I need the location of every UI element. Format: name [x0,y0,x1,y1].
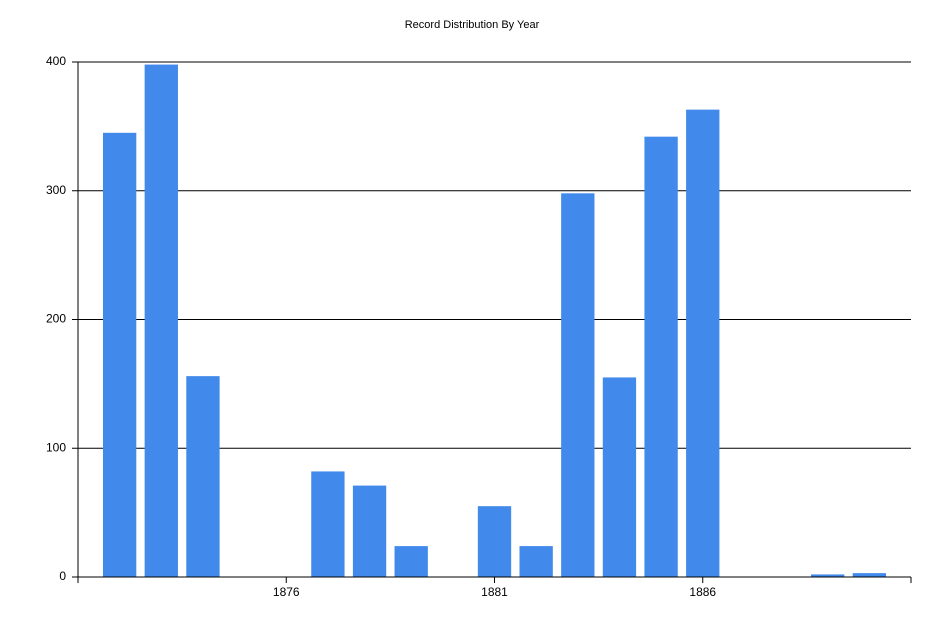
x-tick-label: 1881 [481,585,508,599]
y-tick-label: 400 [46,54,66,68]
bar [352,485,387,577]
chart-title: Record Distribution By Year [405,19,540,31]
bar [811,574,845,577]
bar [561,193,595,577]
bar [852,573,887,577]
bar [186,376,220,577]
bar [686,109,720,577]
bar [144,64,178,577]
y-tick-label: 200 [46,312,66,326]
bar [602,377,637,577]
y-tick-label: 300 [46,183,66,197]
bar [311,471,345,577]
bar [394,546,428,577]
bar [477,506,512,577]
x-tick-label: 1876 [273,585,300,599]
x-tick-label: 1886 [689,585,716,599]
bar [644,136,678,578]
y-tick-label: 100 [46,440,66,454]
bar [519,546,553,577]
bar [102,132,137,577]
y-tick-label: 0 [59,569,66,583]
